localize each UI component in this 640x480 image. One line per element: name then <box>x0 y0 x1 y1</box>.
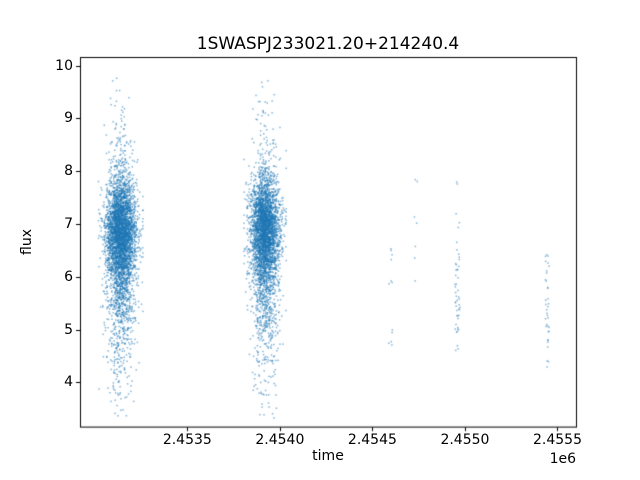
y-axis-label: flux <box>19 229 35 255</box>
x-tick-label: 2.4540 <box>255 432 305 448</box>
x-tick-label: 2.4555 <box>532 432 582 448</box>
x-tick-label: 2.4545 <box>347 432 397 448</box>
y-tick-label: 9 <box>64 110 73 127</box>
y-tick-label: 7 <box>64 215 73 232</box>
x-axis-label: time <box>312 448 344 464</box>
plot-title: 1SWASPJ233021.20+214240.4 <box>196 34 460 54</box>
x-tick-label: 2.4550 <box>440 432 490 448</box>
y-tick-label: 8 <box>64 163 73 180</box>
y-tick-label: 6 <box>64 268 73 285</box>
x-tick-label: 2.4535 <box>162 432 212 448</box>
y-tick-label: 10 <box>55 57 73 74</box>
x-axis-offset-label: 1e6 <box>549 451 576 467</box>
y-tick-label: 5 <box>64 321 73 338</box>
y-tick-label: 4 <box>64 374 73 391</box>
